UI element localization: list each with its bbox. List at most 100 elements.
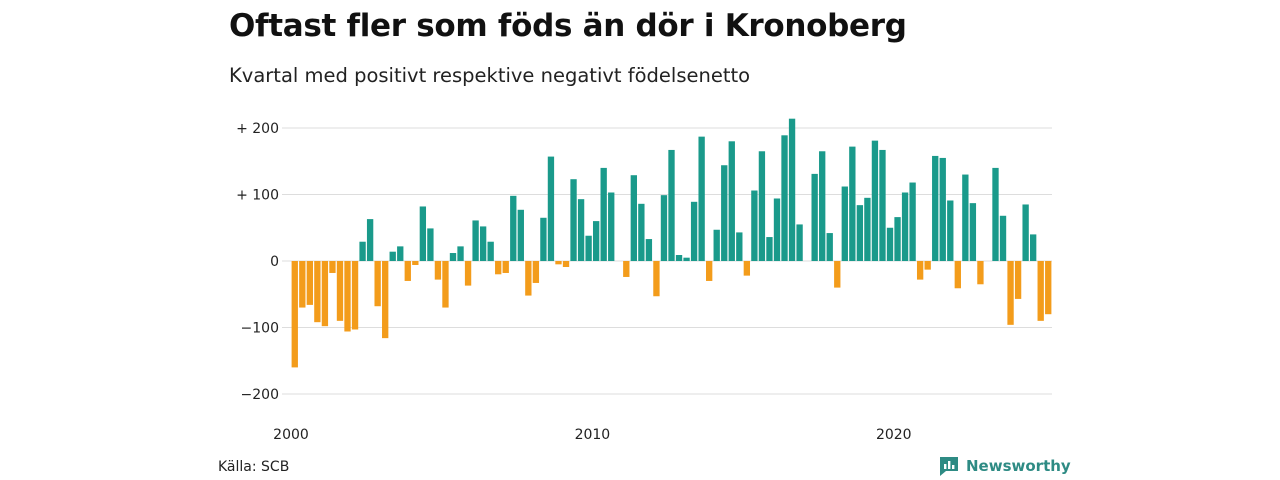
source-note: Källa: SCB [218, 459, 290, 475]
bar [706, 261, 713, 281]
chart-title: Oftast fler som föds än dör i Kronoberg [229, 8, 907, 44]
y-tick-label: + 200 [236, 121, 279, 137]
bar [449, 253, 457, 261]
bars [291, 118, 1052, 368]
y-tick-label: −200 [241, 387, 279, 403]
bar [299, 261, 306, 308]
bar [932, 155, 939, 261]
bar [374, 261, 381, 307]
bar [555, 261, 562, 265]
x-tick-label: 2000 [273, 427, 309, 443]
chart-subtitle: Kvartal med positivt respektive negativt… [229, 64, 751, 87]
bar [404, 261, 411, 281]
y-tick-label: + 100 [236, 188, 279, 204]
bar [397, 246, 404, 261]
bar [751, 190, 758, 261]
bar-chart: + 200 + 100 0 −100 −200 2000 2010 2020 [236, 118, 1052, 443]
y-tick-label: 0 [270, 254, 279, 270]
bar [314, 261, 321, 323]
bar [351, 261, 359, 330]
bar [389, 251, 396, 261]
y-tick-label: −100 [241, 321, 279, 337]
gridlines [282, 127, 1052, 395]
bar [562, 261, 570, 267]
x-tick-label: 2010 [575, 427, 611, 443]
bar [879, 149, 886, 261]
bar [894, 217, 901, 261]
bar [577, 199, 585, 262]
bar [728, 141, 735, 261]
bar [329, 261, 336, 273]
bar [291, 261, 298, 368]
bar [999, 215, 1007, 261]
bar [427, 228, 434, 261]
bar [969, 203, 977, 261]
bar [336, 261, 344, 321]
bar [962, 174, 969, 261]
bar [675, 255, 683, 261]
bar [811, 173, 818, 261]
bar [841, 186, 848, 261]
bar [434, 261, 442, 280]
bar [826, 233, 833, 261]
y-axis-labels: + 200 + 100 0 −100 −200 [236, 121, 279, 403]
brand-name: Newsworthy [966, 457, 1071, 475]
bar [698, 136, 705, 261]
bar [834, 261, 841, 288]
x-axis-labels: 2000 2010 2020 [273, 427, 911, 443]
bar [819, 151, 826, 261]
x-tick-label: 2020 [876, 427, 912, 443]
bar [487, 241, 494, 262]
brand-logo[interactable]: Newsworthy [938, 455, 1071, 477]
bar [366, 219, 374, 261]
bar [479, 226, 487, 261]
bar [344, 261, 351, 332]
bar [382, 261, 389, 339]
bar [683, 257, 690, 262]
bar [909, 182, 916, 261]
bar [766, 237, 773, 261]
bar [653, 261, 660, 297]
bar [592, 221, 600, 261]
bar [510, 195, 517, 261]
bar [502, 261, 509, 273]
bar [788, 118, 796, 261]
bar [773, 198, 781, 261]
bar [977, 261, 984, 285]
bar [924, 261, 931, 270]
bar [864, 197, 871, 261]
bar [1007, 261, 1014, 325]
bar [600, 167, 607, 261]
bar [585, 235, 592, 261]
bar [901, 192, 909, 261]
bar [947, 200, 954, 262]
bar [886, 227, 894, 261]
bar [871, 140, 879, 261]
bar [419, 206, 427, 261]
bar [954, 261, 961, 289]
bar [856, 205, 864, 261]
bar [796, 224, 803, 262]
bar [525, 261, 532, 296]
newsworthy-logo-icon [940, 457, 958, 476]
bar [464, 261, 472, 286]
bar [638, 203, 645, 261]
bar [472, 220, 479, 262]
bar [608, 192, 615, 261]
bar [1045, 261, 1052, 315]
bar [306, 261, 313, 305]
bar [457, 246, 464, 261]
bar [849, 146, 856, 261]
bar [442, 261, 449, 308]
bar [495, 261, 502, 275]
bar [660, 195, 668, 261]
bar [645, 239, 653, 262]
bar [623, 261, 630, 277]
bar [690, 201, 698, 261]
bar [517, 209, 524, 261]
bar [1022, 204, 1029, 261]
bar [743, 261, 751, 276]
bar [668, 149, 675, 261]
bar [916, 261, 924, 280]
bar [939, 157, 946, 262]
